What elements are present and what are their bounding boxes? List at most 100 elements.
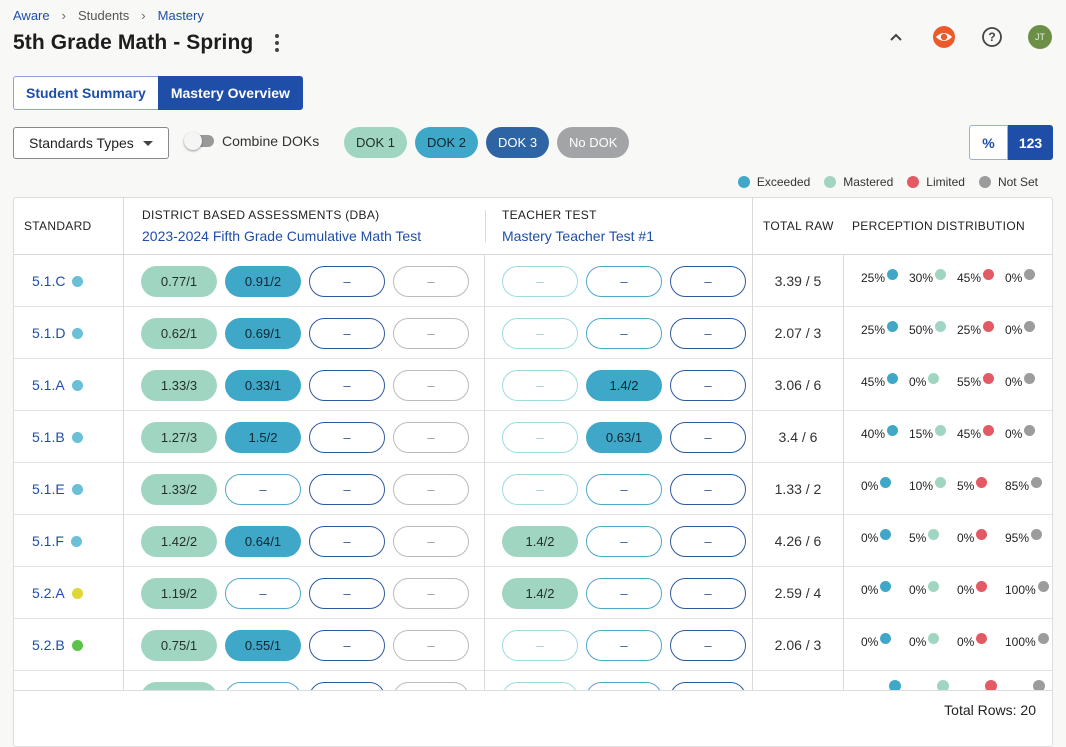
avatar[interactable]: JT xyxy=(1028,25,1052,49)
dba-score-pill[interactable]: – xyxy=(393,370,469,401)
teacher-score-pill[interactable]: 1.4/2 xyxy=(502,578,578,609)
dba-score-pill[interactable]: – xyxy=(309,578,385,609)
distribution-dot-icon xyxy=(985,680,997,691)
dba-score-pill[interactable]: – xyxy=(309,370,385,401)
dba-score-pill[interactable]: – xyxy=(393,526,469,557)
teacher-score-pill[interactable]: – xyxy=(670,318,746,349)
breadcrumb-aware[interactable]: Aware xyxy=(13,8,50,23)
dba-score-pill[interactable]: 0.64/1 xyxy=(225,526,301,557)
teacher-score-pill[interactable]: – xyxy=(502,422,578,453)
teacher-score-pill[interactable]: – xyxy=(670,266,746,297)
distribution-dot-icon xyxy=(976,633,988,644)
teacher-score-pill[interactable]: – xyxy=(670,578,746,609)
standard-link[interactable]: 5.1.E xyxy=(32,463,83,515)
total-raw-value: 3.06 / 6 xyxy=(774,377,822,393)
percent-format-button[interactable]: % xyxy=(969,125,1008,160)
dba-score-pill[interactable]: 1.42/2 xyxy=(141,526,217,557)
dba-score-pill[interactable]: 0.62/1 xyxy=(141,318,217,349)
teacher-score-pill[interactable]: – xyxy=(586,630,662,661)
dba-score-pill[interactable]: 1.19/2 xyxy=(141,578,217,609)
dba-score-pill[interactable]: 0.91/2 xyxy=(225,266,301,297)
standard-link[interactable]: 5.1.C xyxy=(32,255,84,307)
standard-link[interactable]: 5.2.B xyxy=(32,619,83,671)
distribution-dot-icon xyxy=(887,425,899,436)
distribution-item: 0% xyxy=(861,529,892,545)
tab-student-summary[interactable]: Student Summary xyxy=(13,76,158,110)
teacher-score-pill[interactable]: – xyxy=(586,526,662,557)
breadcrumb-mastery[interactable]: Mastery xyxy=(157,8,204,23)
dok-2-chip[interactable]: DOK 2 xyxy=(415,127,479,158)
breadcrumb-students[interactable]: Students xyxy=(77,8,130,23)
combine-doks-toggle[interactable] xyxy=(184,132,214,150)
teacher-score-pill[interactable]: – xyxy=(586,266,662,297)
teacher-score-pill[interactable]: – xyxy=(502,370,578,401)
distribution-item: 5% xyxy=(909,529,940,545)
dba-score-pill[interactable]: – xyxy=(393,630,469,661)
dba-score-pill[interactable]: 0.55/1 xyxy=(225,630,301,661)
distribution-dot-icon xyxy=(928,633,940,644)
dba-score-pill[interactable]: – xyxy=(393,266,469,297)
dba-score-pill[interactable]: – xyxy=(309,526,385,557)
teacher-score-pill[interactable]: – xyxy=(502,474,578,505)
teacher-score-pill[interactable]: – xyxy=(670,370,746,401)
dba-score-pill[interactable]: – xyxy=(309,422,385,453)
dba-score-pill[interactable]: 1.33/2 xyxy=(141,474,217,505)
distribution-dot-icon xyxy=(976,477,988,488)
standard-link[interactable]: 5.1.A xyxy=(32,359,83,411)
teacher-score-pill[interactable]: – xyxy=(670,526,746,557)
distribution-percent: 25% xyxy=(957,323,982,337)
dba-score-pill[interactable]: – xyxy=(309,474,385,505)
teacher-test-link[interactable]: Mastery Teacher Test #1 xyxy=(502,228,655,244)
dba-score-pill[interactable]: – xyxy=(393,422,469,453)
dok-1-chip[interactable]: DOK 1 xyxy=(344,127,408,158)
help-icon[interactable]: ? xyxy=(980,25,1004,49)
raw-format-button[interactable]: 123 xyxy=(1008,125,1053,160)
dba-score-pill[interactable]: 1.33/3 xyxy=(141,370,217,401)
more-options-icon[interactable] xyxy=(271,32,283,54)
dba-score-pill[interactable]: 0.77/1 xyxy=(141,266,217,297)
teacher-score-pill[interactable]: – xyxy=(670,474,746,505)
standard-link[interactable]: 5.1.F xyxy=(32,515,82,567)
no-dok-chip[interactable]: No DOK xyxy=(557,127,630,158)
dba-score-pill[interactable] xyxy=(141,682,217,691)
teacher-score-pill[interactable]: 1.4/2 xyxy=(502,526,578,557)
teacher-score-pill[interactable]: – xyxy=(586,474,662,505)
dok-3-chip[interactable]: DOK 3 xyxy=(486,127,550,158)
teacher-score-pill[interactable]: – xyxy=(586,318,662,349)
dba-score-pill[interactable]: – xyxy=(393,474,469,505)
distribution-item: 45% xyxy=(957,269,995,285)
teacher-score-pill[interactable]: – xyxy=(670,422,746,453)
distribution-item: 0% xyxy=(957,529,988,545)
dba-score-pill[interactable]: – xyxy=(393,578,469,609)
dba-score-pill[interactable]: 0.75/1 xyxy=(141,630,217,661)
dba-score-pill[interactable]: 1.5/2 xyxy=(225,422,301,453)
dba-score-pill[interactable]: – xyxy=(225,578,301,609)
dba-score-pill[interactable]: – xyxy=(225,474,301,505)
dba-score-pill[interactable]: 0.69/1 xyxy=(225,318,301,349)
standards-types-dropdown[interactable]: Standards Types xyxy=(13,127,169,159)
chevron-up-icon[interactable] xyxy=(884,25,908,49)
dba-score-pill[interactable]: – xyxy=(393,318,469,349)
dba-score-pill[interactable]: 1.27/3 xyxy=(141,422,217,453)
dba-score-pill[interactable]: – xyxy=(309,266,385,297)
eye-icon[interactable] xyxy=(932,25,956,49)
distribution-item: 25% xyxy=(861,269,899,285)
distribution-item: 0% xyxy=(957,633,988,649)
combine-doks-control: Combine DOKs xyxy=(184,132,319,150)
teacher-score-pill[interactable]: – xyxy=(670,630,746,661)
perception-distribution: 25% 50% 25% 0% xyxy=(844,307,1052,359)
teacher-score-pill[interactable]: – xyxy=(586,578,662,609)
teacher-score-pill[interactable]: – xyxy=(502,318,578,349)
teacher-score-pill[interactable]: – xyxy=(502,630,578,661)
dba-score-pill[interactable]: – xyxy=(309,630,385,661)
teacher-score-pill[interactable]: 0.63/1 xyxy=(586,422,662,453)
standard-link[interactable]: 5.2.A xyxy=(32,567,83,619)
teacher-score-pill[interactable]: 1.4/2 xyxy=(586,370,662,401)
standard-link[interactable]: 5.1.B xyxy=(32,411,83,463)
dba-test-link[interactable]: 2023-2024 Fifth Grade Cumulative Math Te… xyxy=(142,228,422,244)
teacher-score-pill[interactable]: – xyxy=(502,266,578,297)
tab-mastery-overview[interactable]: Mastery Overview xyxy=(157,76,303,110)
dba-score-pill[interactable]: 0.33/1 xyxy=(225,370,301,401)
standard-link[interactable]: 5.1.D xyxy=(32,307,84,359)
dba-score-pill[interactable]: – xyxy=(309,318,385,349)
